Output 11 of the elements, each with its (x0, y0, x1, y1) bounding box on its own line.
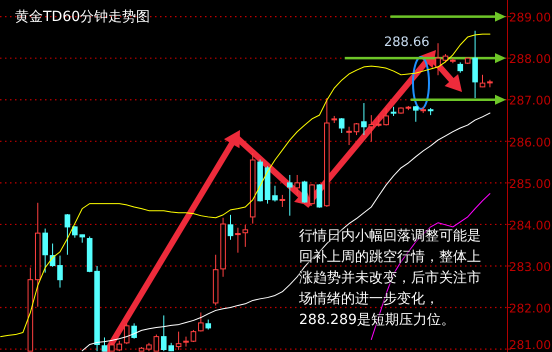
y-tick-label: 287.00 (509, 94, 551, 108)
y-tick-label: 282.00 (509, 302, 551, 316)
y-tick-label: 289.00 (509, 10, 551, 25)
annotation: 288.66 (384, 35, 430, 50)
y-tick-label: 285.00 (509, 176, 551, 191)
y-tick-label: 281.00 (509, 338, 551, 352)
y-tick-label: 288.00 (509, 52, 551, 66)
y-tick-label: 284.00 (509, 218, 551, 232)
y-tick-label: 286.00 (509, 135, 551, 150)
y-tick-label: 283.00 (509, 260, 551, 274)
text: 黄金TD60分钟走势图 (15, 8, 150, 26)
